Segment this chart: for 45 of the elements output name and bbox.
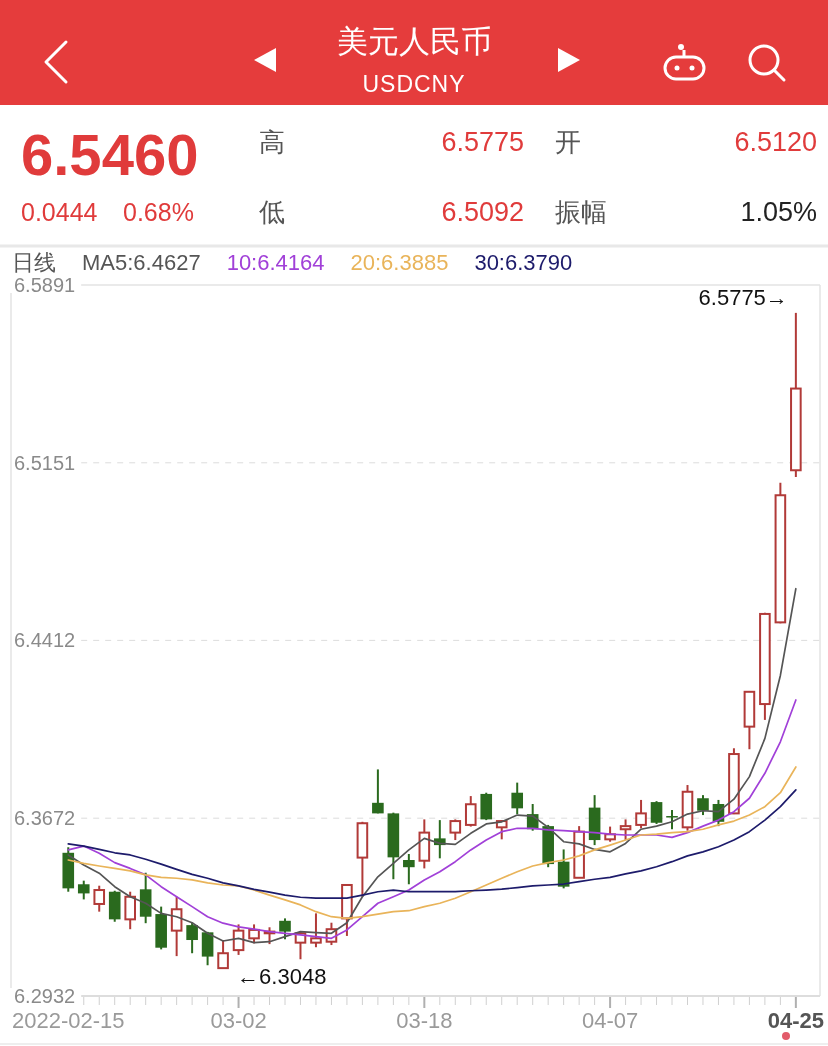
candlestick: [279, 917, 291, 941]
candlestick: [170, 895, 183, 958]
text: 6.5120: [734, 127, 817, 157]
legend: 日线 MA5:6.4627 10:6.4164 20:6.3885 30:6.3790: [12, 250, 573, 275]
y-tick-label: 6.2932: [14, 985, 76, 1007]
text: 开: [555, 127, 581, 157]
annotation: ←6.3048: [237, 964, 327, 990]
candlestick: [248, 923, 260, 945]
candlestick: [464, 795, 477, 828]
y-tick-label: 6.5891: [14, 274, 76, 296]
annotation: 6.5775→: [698, 284, 788, 310]
text: 低: [259, 197, 285, 227]
candlestick: [93, 884, 106, 913]
x-tick-label: 2022-02-15: [12, 1008, 125, 1033]
x-tick-label: 04-25: [767, 1008, 824, 1033]
y-tick-label: 6.5151: [14, 451, 76, 474]
candlestick: [124, 890, 136, 931]
x-tick-label: 04-07: [581, 1008, 639, 1033]
candlestick: [619, 818, 632, 842]
chart-title: 美元人民币: [336, 24, 492, 59]
text: 振幅: [555, 197, 607, 227]
candlestick: [186, 921, 198, 955]
text: 0.68%: [123, 198, 194, 226]
candlestick: [650, 800, 663, 825]
text: 6.5775: [441, 127, 524, 157]
candlestick: [403, 852, 415, 886]
y-tick-label: 6.4412: [14, 629, 76, 652]
candlestick: [217, 939, 229, 970]
candlestick: [635, 798, 647, 830]
text: 0.0444: [21, 198, 98, 226]
candlestick: [310, 912, 322, 949]
candlestick: [449, 818, 462, 842]
text: 6.5092: [441, 197, 524, 227]
candlestick: [697, 794, 709, 817]
text: 高: [259, 127, 285, 157]
candlestick: [77, 879, 90, 901]
candlestick: [372, 768, 384, 815]
chart-subtitle: USDCNY: [362, 71, 466, 97]
candlestick: [666, 809, 678, 831]
candlestick: [511, 781, 524, 816]
x-tick-label: 03-18: [396, 1008, 453, 1033]
y-tick-label: 6.3672: [14, 807, 76, 830]
text: 6.5460: [21, 122, 199, 187]
text: 1.05%: [740, 197, 817, 227]
x-tick-label: 03-02: [210, 1008, 267, 1033]
